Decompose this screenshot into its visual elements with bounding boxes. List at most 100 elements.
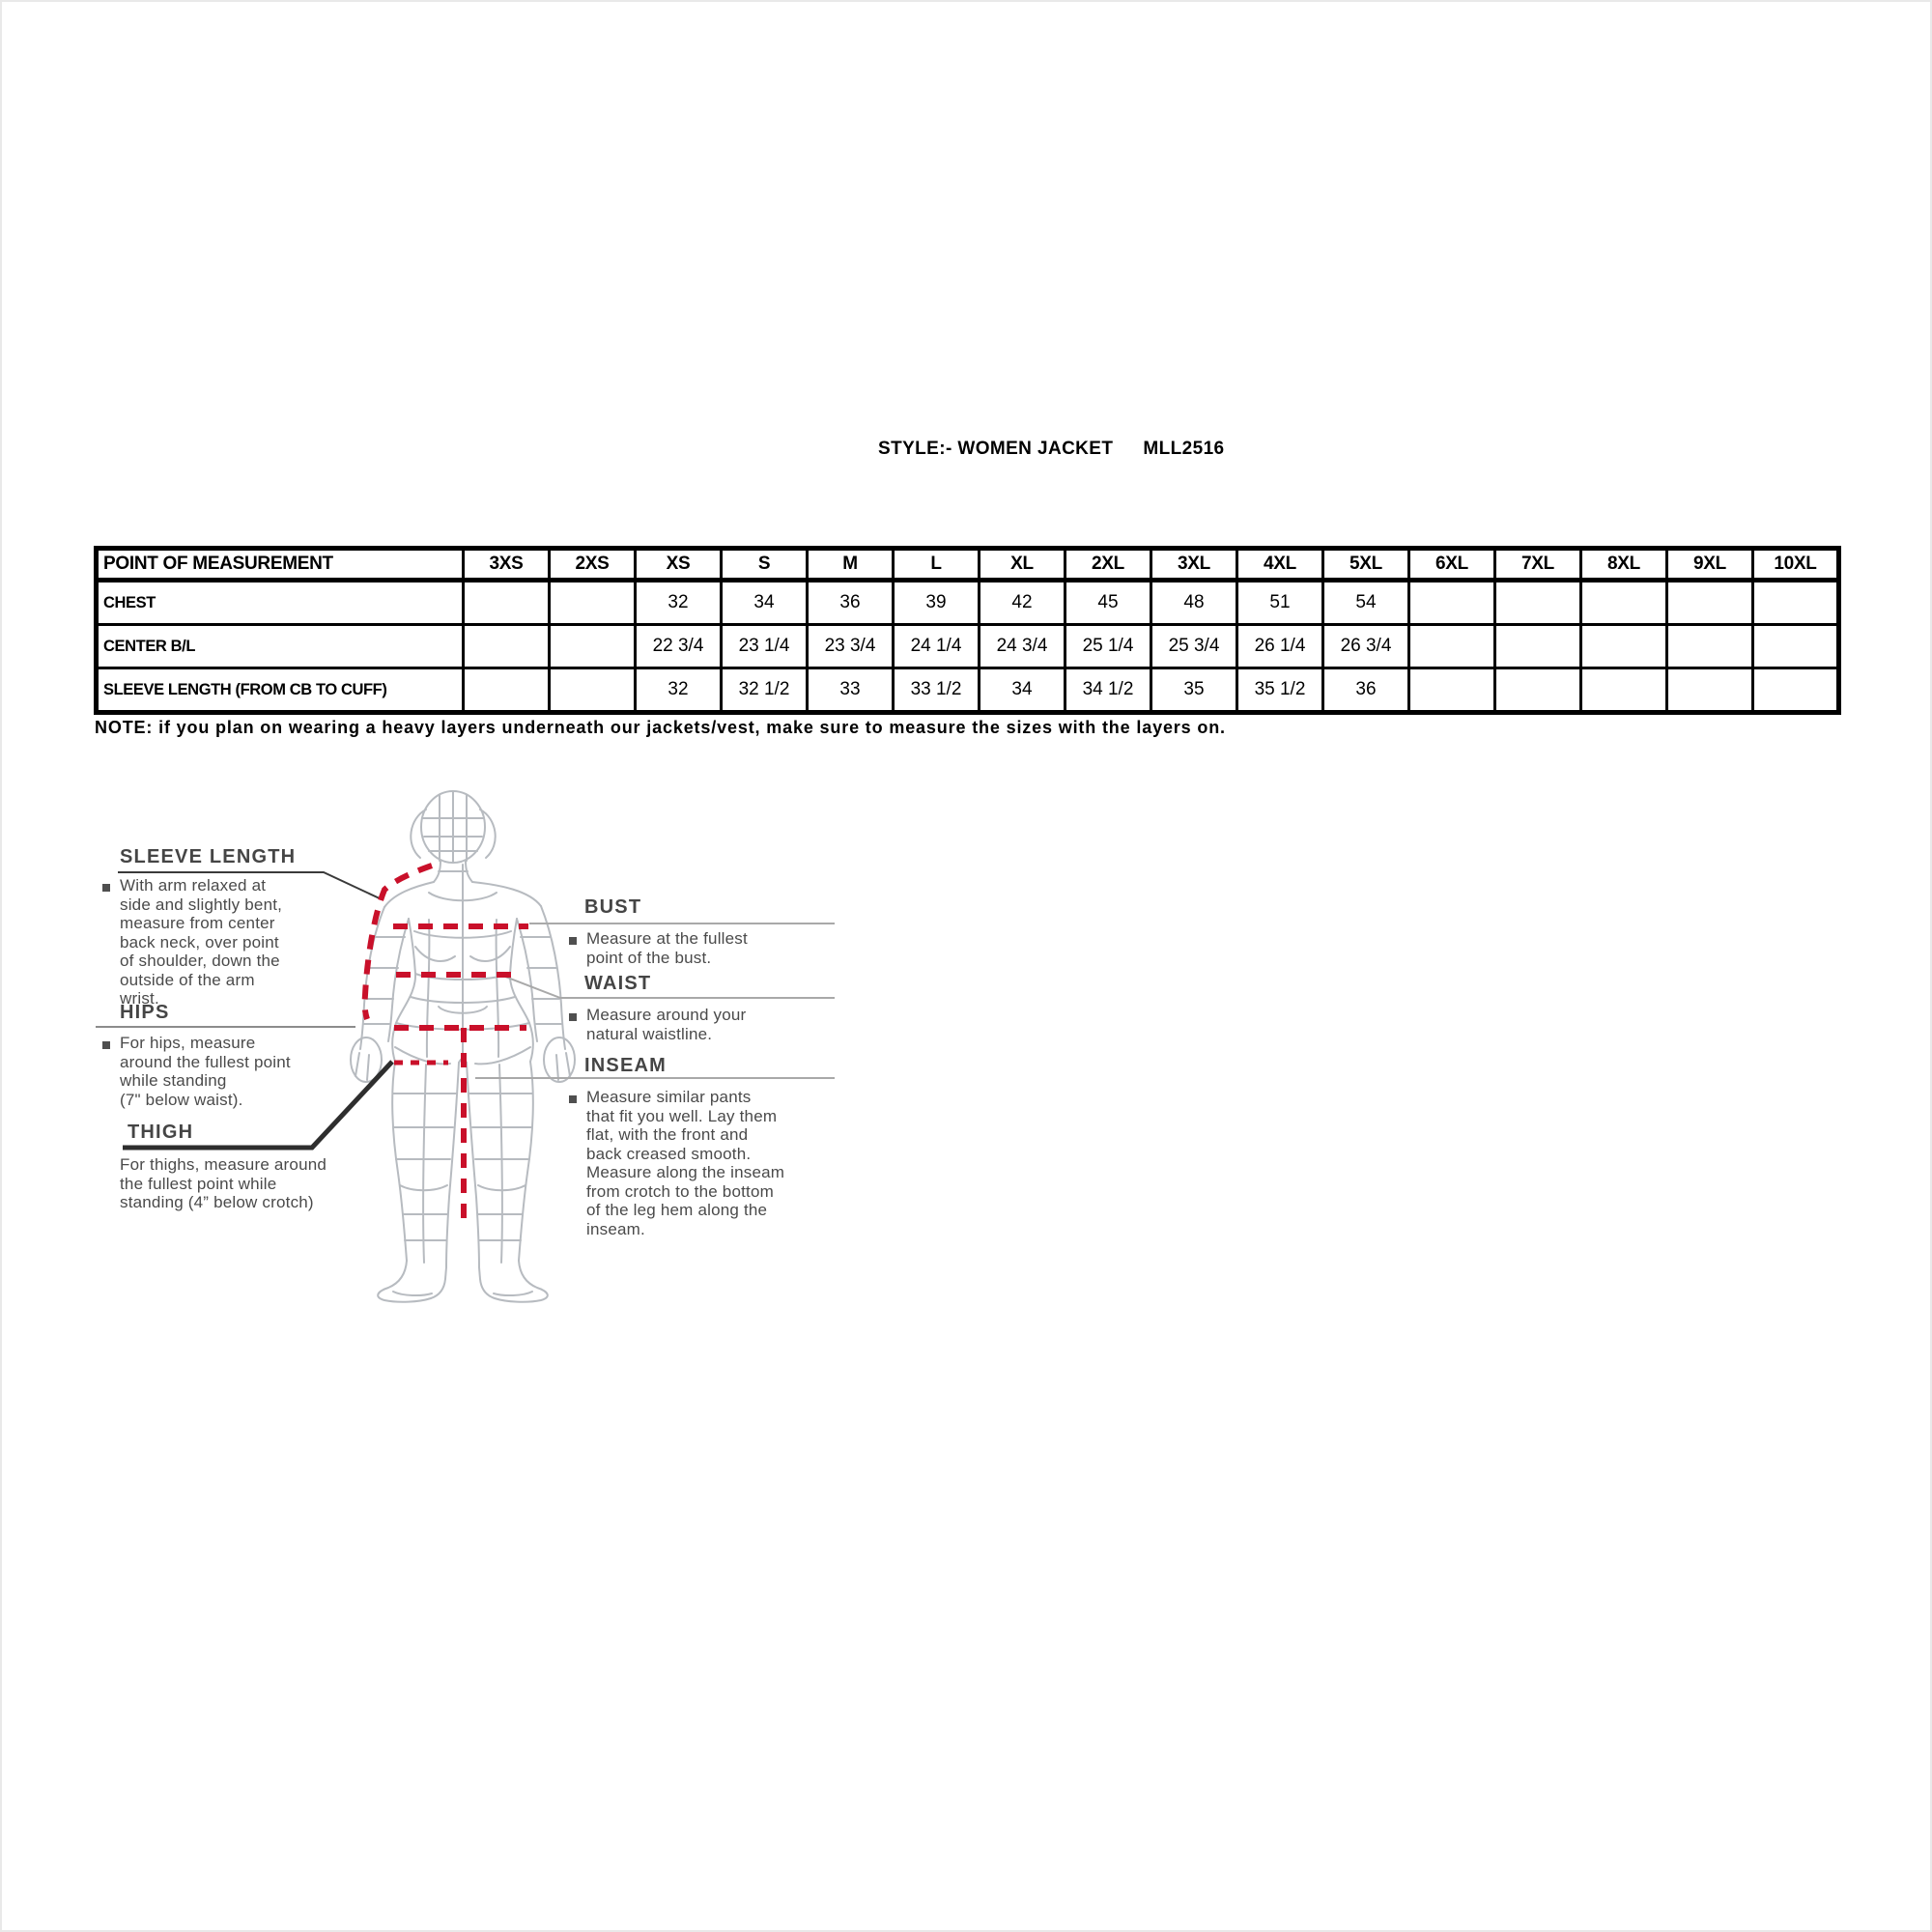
- table-row: CHEST 32 34 36 39 42 45 48 51 54: [95, 579, 1840, 626]
- inseam-heading: INSEAM: [584, 1055, 667, 1076]
- size-cell: 34: [720, 579, 809, 626]
- size-table: POINT OF MEASUREMENT 3XS 2XS XS S M L XL…: [94, 546, 1841, 715]
- column-header: S: [720, 547, 809, 582]
- size-cell: 36: [806, 579, 895, 626]
- measuring-guide: SLEEVE LENGTH With arm relaxed at side a…: [89, 775, 891, 1316]
- size-cell: 26 3/4: [1321, 623, 1410, 669]
- bullet-icon: [569, 1013, 577, 1021]
- row-label: CHEST: [95, 579, 465, 626]
- size-cell: [1751, 579, 1840, 626]
- size-cell: 45: [1064, 579, 1152, 626]
- size-cell: 33: [806, 667, 895, 714]
- hips-description: For hips, measure around the fullest poi…: [120, 1034, 291, 1109]
- page-title: STYLE:- WOMEN JACKET MLL2516: [878, 439, 1225, 460]
- column-header: 3XS: [462, 547, 551, 582]
- column-header: 5XL: [1321, 547, 1410, 582]
- size-cell: 35 1/2: [1236, 667, 1324, 714]
- sleeve-measure-line: [361, 863, 433, 1020]
- waist-heading: WAIST: [584, 973, 652, 994]
- size-cell: 32: [634, 579, 723, 626]
- size-cell: 34: [978, 667, 1066, 714]
- size-cell: [548, 667, 637, 714]
- size-cell: [1407, 623, 1496, 669]
- body-measurement-diagram: [96, 790, 835, 1303]
- style-label: STYLE:- WOMEN JACKET: [878, 439, 1114, 459]
- table-header-row: POINT OF MEASUREMENT 3XS 2XS XS S M L XL…: [95, 547, 1840, 582]
- column-header: 9XL: [1665, 547, 1754, 582]
- size-cell: 25 3/4: [1150, 623, 1238, 669]
- size-cell: 48: [1150, 579, 1238, 626]
- size-cell: 35: [1150, 667, 1238, 714]
- inseam-description: Measure similar pants that fit you well.…: [586, 1088, 785, 1238]
- size-cell: [462, 623, 551, 669]
- waist-pointer-line: [504, 976, 835, 999]
- size-cell: [1579, 579, 1668, 626]
- size-cell: [1665, 579, 1754, 626]
- column-header: 6XL: [1407, 547, 1496, 582]
- size-cell: [1751, 623, 1840, 669]
- thigh-description: For thighs, measure around the fullest p…: [120, 1155, 327, 1211]
- size-cell: 24 3/4: [978, 623, 1066, 669]
- sleeve-length-heading: SLEEVE LENGTH: [120, 846, 297, 867]
- size-cell: [1493, 667, 1582, 714]
- callout-lines: [96, 871, 835, 1151]
- size-cell: 26 1/4: [1236, 623, 1324, 669]
- size-cell: [1665, 623, 1754, 669]
- sleeve-length-pointer-line: [118, 871, 383, 900]
- size-cell: 32: [634, 667, 723, 714]
- column-header: XL: [978, 547, 1066, 582]
- column-header: 2XL: [1064, 547, 1152, 582]
- bust-heading: BUST: [584, 896, 642, 918]
- size-cell: 23 3/4: [806, 623, 895, 669]
- hips-heading: HIPS: [120, 1002, 170, 1023]
- row-label: CENTER B/L: [95, 623, 465, 669]
- size-cell: 23 1/4: [720, 623, 809, 669]
- size-cell: 36: [1321, 667, 1410, 714]
- size-cell: [548, 623, 637, 669]
- column-header: 3XL: [1150, 547, 1238, 582]
- size-cell: 54: [1321, 579, 1410, 626]
- size-cell: [1407, 667, 1496, 714]
- table-row: CENTER B/L 22 3/4 23 1/4 23 3/4 24 1/4 2…: [95, 623, 1840, 669]
- size-cell: [1751, 667, 1840, 714]
- style-code: MLL2516: [1143, 439, 1225, 459]
- bullet-icon: [102, 884, 110, 892]
- mannequin-figure: [350, 790, 576, 1303]
- size-cell: 42: [978, 579, 1066, 626]
- size-cell: [548, 579, 637, 626]
- column-header: L: [892, 547, 980, 582]
- sleeve-length-description: With arm relaxed at side and slightly be…: [120, 876, 283, 1008]
- column-header: XS: [634, 547, 723, 582]
- size-cell: 22 3/4: [634, 623, 723, 669]
- waist-description: Measure around your natural waistline.: [586, 1006, 747, 1043]
- column-header: POINT OF MEASUREMENT: [95, 547, 465, 582]
- column-header: 4XL: [1236, 547, 1324, 582]
- size-cell: [1493, 579, 1582, 626]
- thigh-heading: THIGH: [128, 1122, 194, 1143]
- size-cell: 33 1/2: [892, 667, 980, 714]
- bust-description: Measure at the fullest point of the bust…: [586, 929, 748, 967]
- size-cell: 39: [892, 579, 980, 626]
- size-cell: 24 1/4: [892, 623, 980, 669]
- column-header: 2XS: [548, 547, 637, 582]
- table-row: SLEEVE LENGTH (FROM CB TO CUFF) 32 32 1/…: [95, 667, 1840, 714]
- size-cell: [1407, 579, 1496, 626]
- size-cell: [1579, 623, 1668, 669]
- column-header: 10XL: [1751, 547, 1840, 582]
- column-header: 8XL: [1579, 547, 1668, 582]
- size-cell: [1579, 667, 1668, 714]
- size-cell: 32 1/2: [720, 667, 809, 714]
- layering-note: NOTE: if you plan on wearing a heavy lay…: [95, 718, 1226, 737]
- size-cell: 34 1/2: [1064, 667, 1152, 714]
- size-cell: 25 1/4: [1064, 623, 1152, 669]
- column-header: M: [806, 547, 895, 582]
- bullet-icon: [569, 937, 577, 945]
- row-label: SLEEVE LENGTH (FROM CB TO CUFF): [95, 667, 465, 714]
- thigh-pointer-line: [123, 1060, 394, 1151]
- size-cell: [462, 667, 551, 714]
- measurement-lines: [361, 863, 528, 1224]
- bullet-icon: [569, 1095, 577, 1103]
- column-header: 7XL: [1493, 547, 1582, 582]
- size-cell: [462, 579, 551, 626]
